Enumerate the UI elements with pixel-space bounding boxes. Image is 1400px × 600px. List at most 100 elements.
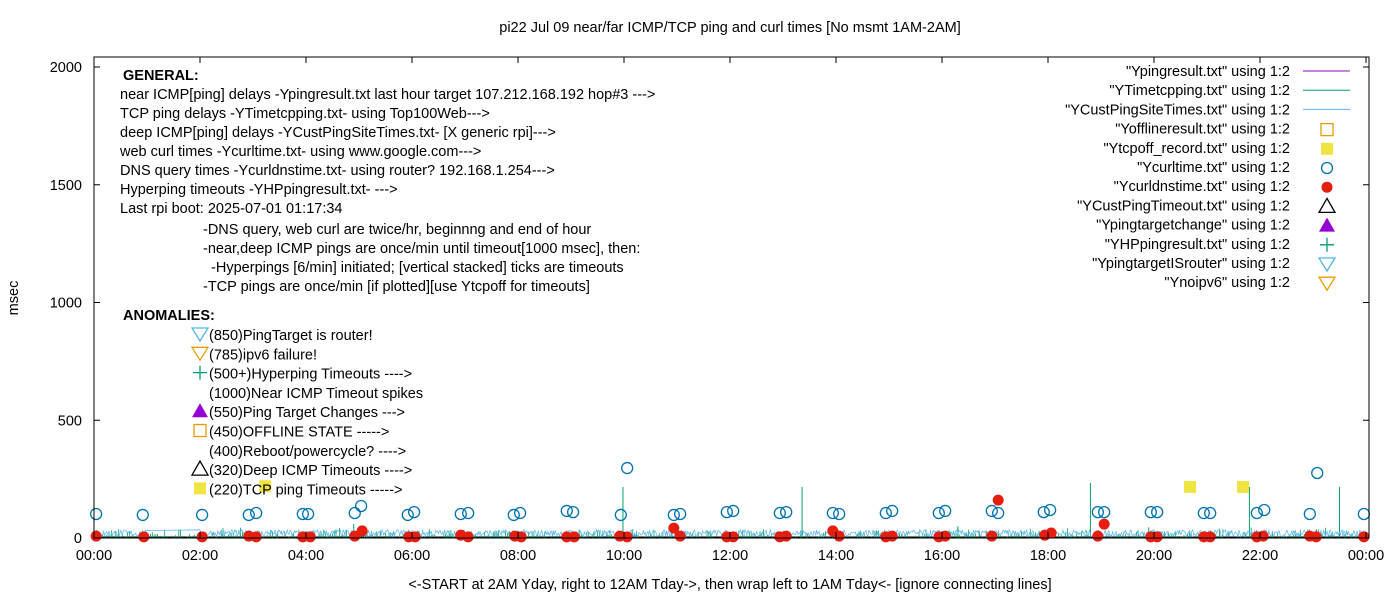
data-point-open-circle <box>1250 506 1263 520</box>
data-point-open-circle <box>886 504 899 518</box>
data-point-open-circle <box>826 506 839 520</box>
data-point-filled-circle <box>515 531 527 543</box>
x-tick-label: 18:00 <box>1030 548 1066 564</box>
legend-entry-label: "YCustPingSiteTimes.txt" using 1:2 <box>1065 102 1290 118</box>
data-point-open-circle <box>1204 506 1217 520</box>
data-point-open-circle <box>1303 507 1316 521</box>
data-point-filled-circle <box>409 531 421 543</box>
data-point-open-circle <box>136 508 149 522</box>
y-tick-label: 500 <box>58 413 82 429</box>
data-point-open-circle <box>1197 506 1210 520</box>
legend-symbol-open-triangle <box>1317 197 1337 214</box>
anomaly-symbol-filled-square <box>194 482 206 495</box>
data-point-open-circle <box>348 506 361 520</box>
legend-symbol-filled-square <box>1321 142 1333 155</box>
legend-entry-label: "Ynoipv6" using 1:2 <box>1164 275 1290 291</box>
data-point-open-circle <box>833 507 846 521</box>
y-axis-label: msec <box>6 281 22 316</box>
data-point-open-circle <box>1357 507 1371 521</box>
y-tick-label: 1500 <box>50 178 82 194</box>
data-point-open-circle <box>1258 503 1271 517</box>
anomalies-heading: ANOMALIES: <box>123 308 215 324</box>
data-point-open-circle <box>674 507 687 521</box>
data-point-open-circle <box>1037 505 1050 519</box>
anomaly-symbol-plus <box>193 365 207 380</box>
data-point-open-circle <box>507 508 520 522</box>
data-point-filled-circle <box>939 530 951 542</box>
data-point-open-circle <box>932 506 945 520</box>
anomaly-symbol-open-down-triangle <box>190 327 210 343</box>
data-point-filled-square <box>1184 480 1197 493</box>
x-tick-label: 00:00 <box>76 548 112 564</box>
anomaly-note: (500+)Hyperping Timeouts ----> <box>209 367 412 383</box>
anomaly-note: (850)PingTarget is router! <box>209 328 373 344</box>
data-point-open-circle <box>780 505 793 519</box>
anomaly-note: (1000)Near ICMP Timeout spikes <box>209 386 423 402</box>
legend-entry-label: "Ycurltime.txt" using 1:2 <box>1137 160 1290 176</box>
data-point-filled-circle <box>250 531 262 543</box>
x-axis-label: <-START at 2AM Yday, right to 12AM Tday-… <box>408 577 1051 593</box>
data-point-open-circle <box>1151 505 1164 519</box>
general-note: Hyperping timeouts -YHPpingresult.txt- -… <box>120 182 398 198</box>
data-point-filled-circle <box>1045 527 1057 539</box>
anomaly-symbol-open-square <box>193 423 207 438</box>
data-point-open-circle <box>621 461 634 475</box>
x-tick-label: 14:00 <box>818 548 854 564</box>
data-point-filled-circle <box>196 531 208 543</box>
data-point-filled-circle <box>138 531 150 543</box>
data-point-filled-square <box>1237 480 1250 493</box>
data-point-filled-circle <box>1310 531 1322 543</box>
data-point-filled-circle <box>992 494 1004 506</box>
x-tick-label: 22:00 <box>1242 548 1278 564</box>
data-point-open-circle <box>720 505 733 519</box>
general-note: web curl times -Ycurltime.txt- using www… <box>119 144 481 160</box>
legend-entry-label: "Ycurldnstime.txt" using 1:2 <box>1114 179 1290 195</box>
data-point-open-circle <box>354 499 368 513</box>
legend-entry-label: "YHPpingresult.txt" using 1:2 <box>1105 237 1290 253</box>
axes: 00:00 02:00 04:00 06:00 08:00 10:00 12:00 14:00… <box>50 57 1384 564</box>
plot-frame <box>93 56 1370 539</box>
data-point-filled-circle <box>674 530 686 542</box>
legend-symbol-open-down-triangle <box>1317 276 1337 292</box>
data-point-open-circle <box>1091 505 1104 519</box>
legend-symbol-filled-triangle <box>1319 217 1335 232</box>
general-note: TCP ping delays -YTimetcpping.txt- using… <box>120 106 490 122</box>
data-point-open-circle <box>560 504 573 518</box>
data-point-open-circle <box>462 506 475 520</box>
legend: "Ypingresult.txt" using 1:2 "YTimetcpping… <box>1065 64 1350 292</box>
data-point-open-circle <box>1311 466 1324 480</box>
data-point-filled-circle <box>1098 518 1110 530</box>
legend-entry-label: "Ypingresult.txt" using 1:2 <box>1126 64 1290 80</box>
legend-symbol-filled-circle <box>1321 181 1333 193</box>
general-note: near ICMP[ping] delays -Ypingresult.txt … <box>120 87 655 103</box>
data-point-open-circle <box>727 504 740 518</box>
data-point-filled-circle <box>727 531 739 543</box>
annotations: GENERAL: near ICMP[ping] delays -Ypingres… <box>119 68 655 498</box>
anomaly-note: (550)Ping Target Changes ---> <box>209 405 405 421</box>
anomaly-note: (785)ipv6 failure! <box>209 347 317 363</box>
legend-symbol-open-square <box>1320 122 1334 137</box>
data-point-open-circle <box>667 508 680 522</box>
x-tick-label: 10:00 <box>606 548 642 564</box>
note-line: -near,deep ICMP pings are once/min until… <box>203 241 640 257</box>
legend-entry-label: "Yofflineresult.txt" using 1:2 <box>1115 122 1290 138</box>
data-point-filled-circle <box>462 531 474 543</box>
data-point-filled-circle <box>304 531 316 543</box>
data-point-open-circle <box>454 507 467 521</box>
data-point-open-circle <box>89 507 103 521</box>
y-tick-label: 2000 <box>50 60 82 76</box>
data-point-filled-circle <box>833 530 845 542</box>
data-point-open-circle <box>566 505 580 519</box>
legend-entry-label: "Ytcpoff_record.txt" using 1:2 <box>1103 141 1290 157</box>
data-point-filled-circle <box>986 530 998 542</box>
anomaly-symbol-open-down-triangle <box>190 346 210 362</box>
anomaly-symbol-open-triangle <box>190 459 210 476</box>
data-point-filled-circle <box>621 531 633 543</box>
data-point-open-circle <box>939 504 952 518</box>
data-point-open-circle <box>301 507 315 521</box>
x-tick-label: 04:00 <box>288 548 324 564</box>
data-point-filled-circle <box>90 530 102 542</box>
data-point-open-circle <box>1144 505 1157 519</box>
data-point-filled-circle <box>1204 531 1216 543</box>
